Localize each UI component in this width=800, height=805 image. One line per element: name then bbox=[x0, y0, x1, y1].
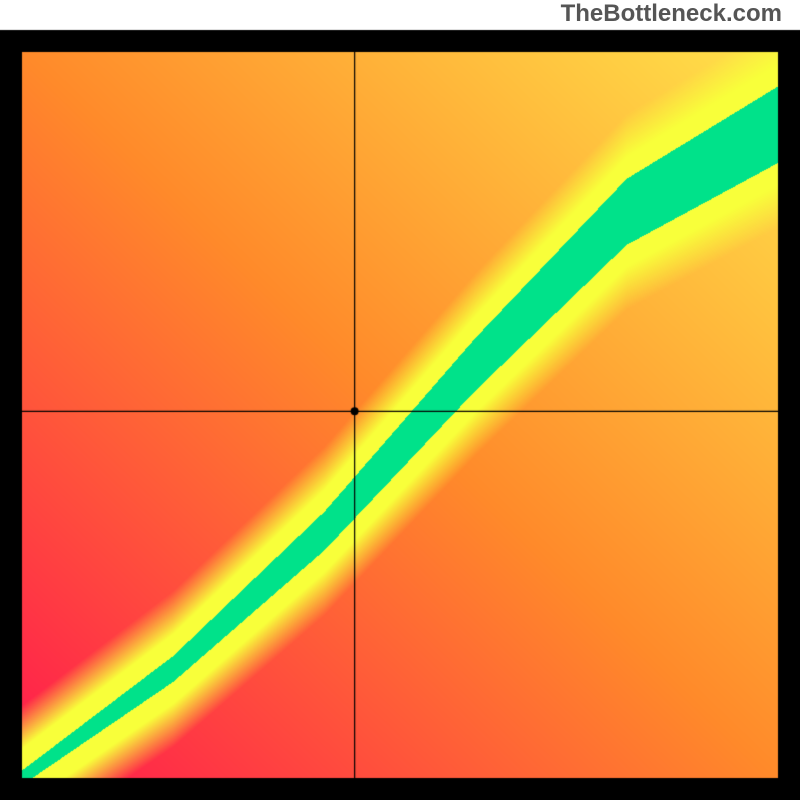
watermark-text: TheBottleneck.com bbox=[561, 0, 782, 28]
chart-frame: TheBottleneck.com bbox=[0, 0, 800, 800]
bottleneck-heatmap bbox=[0, 0, 800, 800]
